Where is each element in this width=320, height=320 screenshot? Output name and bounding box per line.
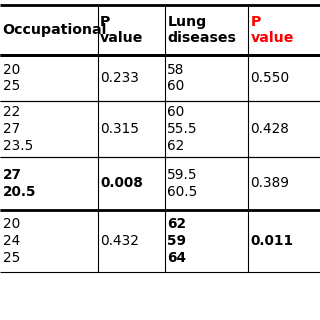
Text: 58
60: 58 60: [167, 63, 185, 93]
Text: 0.550: 0.550: [251, 71, 290, 85]
Text: Lung
diseases: Lung diseases: [167, 15, 236, 45]
Text: P
value: P value: [100, 15, 144, 45]
Text: 0.008: 0.008: [100, 176, 143, 190]
Text: Occupational: Occupational: [3, 23, 107, 37]
Text: 60
55.5
62: 60 55.5 62: [167, 105, 198, 153]
Text: P
value: P value: [251, 15, 294, 45]
Text: 0.011: 0.011: [251, 234, 294, 248]
Text: 59.5
60.5: 59.5 60.5: [167, 168, 198, 199]
Text: 62
59
64: 62 59 64: [167, 217, 186, 265]
Text: 0.315: 0.315: [100, 122, 139, 136]
Text: 0.428: 0.428: [251, 122, 289, 136]
Text: 0.233: 0.233: [100, 71, 139, 85]
Text: 0.432: 0.432: [100, 234, 139, 248]
Text: 0.389: 0.389: [251, 176, 290, 190]
Text: 27
20.5: 27 20.5: [3, 168, 36, 199]
Text: 20
25: 20 25: [3, 63, 20, 93]
Text: 20
24
25: 20 24 25: [3, 217, 20, 265]
Text: 22
27
23.5: 22 27 23.5: [3, 105, 33, 153]
